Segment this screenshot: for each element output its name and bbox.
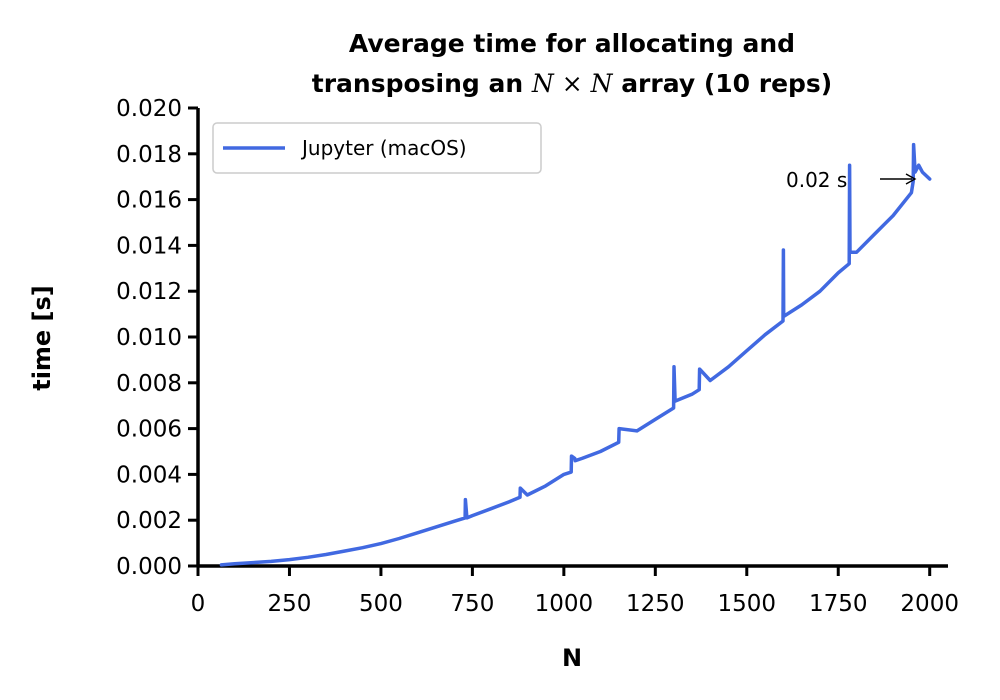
legend: Jupyter (macOS) bbox=[212, 122, 542, 174]
x-ticks: 0 250 500 750 1000 1250 1500 1750 2000 bbox=[191, 566, 959, 617]
x-tick-label: 1250 bbox=[626, 591, 685, 617]
annotation: 0.02 s bbox=[786, 168, 917, 192]
y-tick-label: 0.002 bbox=[116, 508, 182, 534]
y-tick-label: 0.016 bbox=[116, 188, 182, 214]
chart-title-line-2-pre: transposing an bbox=[312, 69, 532, 98]
series-layer bbox=[219, 142, 932, 567]
x-tick-label: 1000 bbox=[535, 591, 594, 617]
y-tick-label: 0.006 bbox=[116, 417, 182, 443]
y-axis-label: time [s] bbox=[28, 285, 56, 391]
y-ticks: 0.000 0.002 0.004 0.006 0.008 0.010 0.012 0.014… bbox=[116, 96, 198, 580]
x-tick-label: 2000 bbox=[900, 591, 959, 617]
y-tick-label: 0.020 bbox=[116, 96, 182, 122]
x-axis-label: N bbox=[562, 644, 582, 672]
chart-title-line-2-post: array (10 reps) bbox=[612, 69, 832, 98]
annotation-arrow-head bbox=[905, 173, 917, 185]
annotation-label: 0.02 s bbox=[786, 168, 847, 192]
x-tick-label: 750 bbox=[450, 591, 494, 617]
y-tick-label: 0.012 bbox=[116, 279, 182, 305]
chart-title-line-1: Average time for allocating and bbox=[349, 29, 795, 58]
x-tick-label: 1500 bbox=[718, 591, 777, 617]
y-tick-label: 0.008 bbox=[116, 371, 182, 397]
y-tick-label: 0.010 bbox=[116, 325, 182, 351]
chart-title-math: N × N bbox=[531, 69, 614, 98]
legend-label-jupyter: Jupyter (macOS) bbox=[300, 136, 467, 160]
y-tick-label: 0.018 bbox=[116, 142, 182, 168]
x-tick-label: 1750 bbox=[809, 591, 868, 617]
chart-title-line-2: transposing an N × N array (10 reps) bbox=[312, 69, 832, 98]
x-tick-label: 500 bbox=[359, 591, 403, 617]
y-tick-label: 0.000 bbox=[116, 554, 182, 580]
y-tick-label: 0.004 bbox=[116, 462, 182, 488]
y-tick-label: 0.014 bbox=[116, 233, 182, 259]
x-tick-label: 250 bbox=[268, 591, 312, 617]
legend-box bbox=[212, 122, 542, 174]
x-tick-label: 0 bbox=[191, 591, 206, 617]
series-line-jupyter bbox=[219, 142, 932, 567]
